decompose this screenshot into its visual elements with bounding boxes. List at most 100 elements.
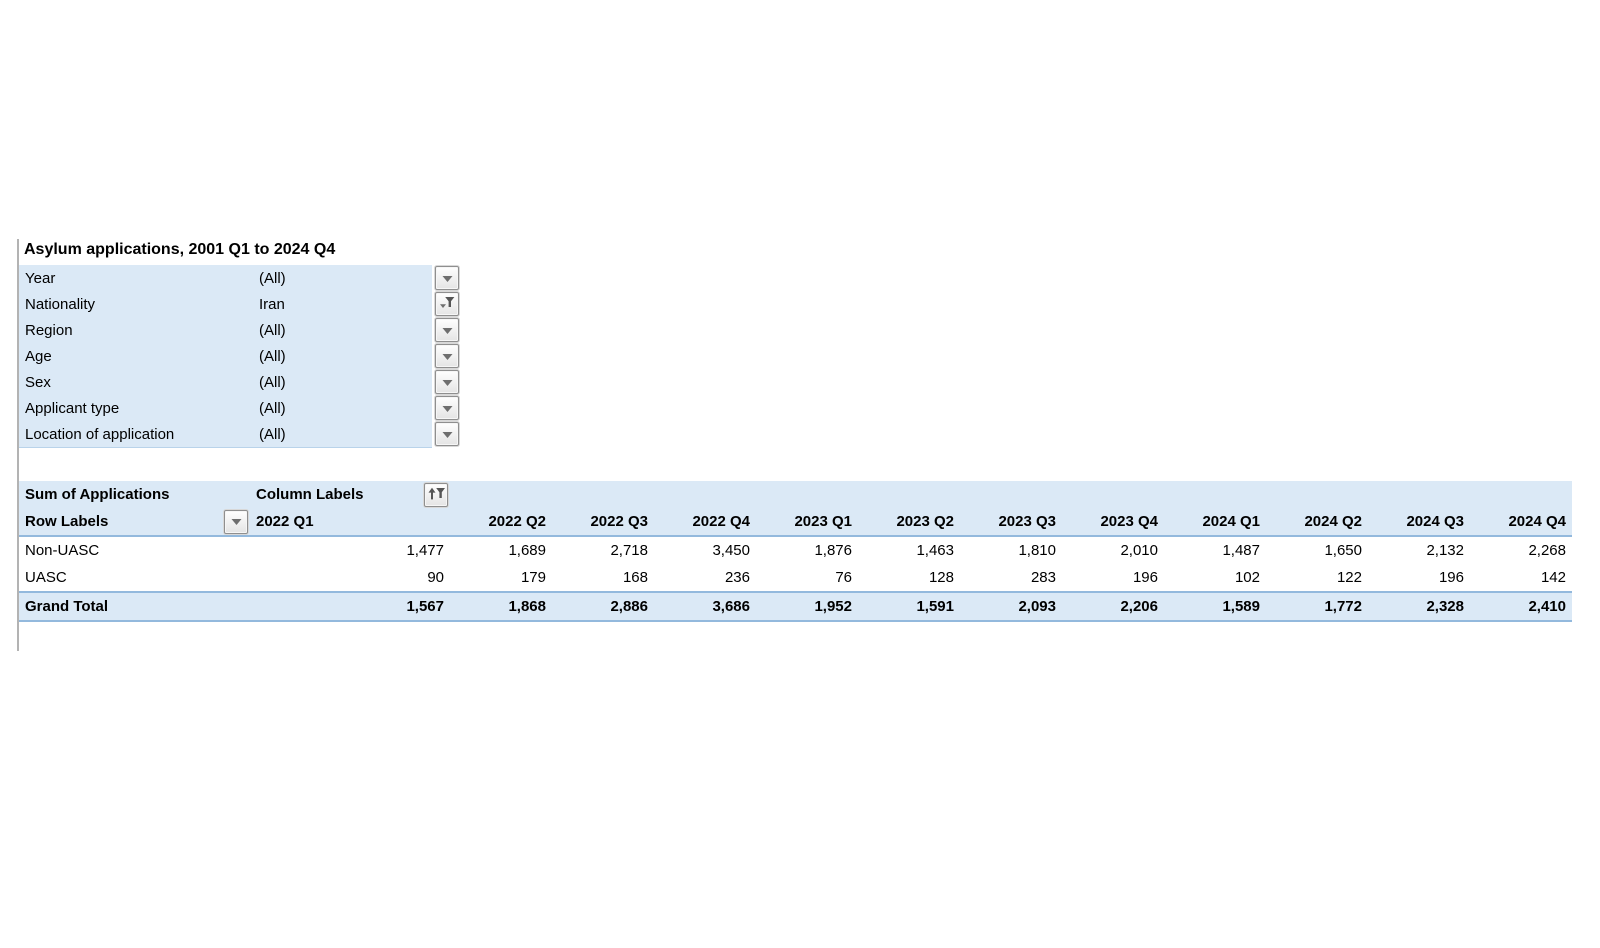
filter-value-nationality: Iran: [259, 295, 285, 313]
cell-value: 128: [858, 564, 960, 593]
filter-dropdown-applicant-type[interactable]: [435, 396, 459, 420]
filter-value-year: (All): [259, 269, 286, 287]
filter-label-location-of-application: Location of application: [25, 425, 175, 443]
cell-value: 1,868: [450, 592, 552, 622]
filter-dropdown-region[interactable]: [435, 318, 459, 342]
row-label: Non-UASC: [25, 542, 100, 559]
filter-row-nationality: Nationality Iran: [19, 291, 479, 317]
filter-label-nationality: Nationality: [25, 295, 96, 313]
filter-value-applicant-type: (All): [259, 399, 286, 417]
filter-label-sex: Sex: [25, 373, 51, 391]
column-header: 2023 Q2: [858, 508, 960, 537]
cell-value: 1,477: [406, 542, 444, 559]
filter-dropdown-sex[interactable]: [435, 370, 459, 394]
chevron-down-icon: [442, 323, 453, 338]
cell-value: 1,567: [250, 592, 450, 622]
filter-dropdown-location-of-application[interactable]: [435, 422, 459, 446]
pivot-filters: Year (All) Nationality Iran: [19, 265, 479, 448]
filter-row-year: Year (All): [19, 265, 479, 291]
filter-row-sex: Sex (All): [19, 369, 479, 395]
value-field-caption: Sum of Applications: [19, 481, 250, 508]
column-labels-caption: Column Labels: [256, 486, 364, 503]
column-header: 2022 Q1: [250, 508, 450, 537]
pane-divider-line: [17, 239, 19, 651]
column-header: 2024 Q4: [1470, 508, 1572, 537]
column-header: 2024 Q1: [1164, 508, 1266, 537]
page-title: Asylum applications, 2001 Q1 to 2024 Q4: [24, 241, 336, 258]
filter-value-age: (All): [259, 347, 286, 365]
cell-value: 2,886: [552, 592, 654, 622]
filter-value-sex: (All): [259, 373, 286, 391]
cell-value: 122: [1266, 564, 1368, 593]
cell-value: 1,463: [916, 542, 954, 559]
column-header: 2023 Q1: [756, 508, 858, 537]
sort-filter-icon: [428, 487, 445, 503]
filter-dropdown-age[interactable]: [435, 344, 459, 368]
column-header: 2024 Q2: [1266, 508, 1368, 537]
pivot-header-row-1: Sum of Applications Column Labels: [19, 481, 1572, 508]
cell-value: 90: [250, 564, 450, 593]
filter-value-location-of-application: (All): [259, 425, 286, 443]
filter-row-location-of-application: Location of application (All): [19, 421, 479, 447]
filter-dropdown-year[interactable]: [435, 266, 459, 290]
filter-label-region: Region: [25, 321, 73, 339]
cell-value: 236: [654, 564, 756, 593]
column-header: 2022 Q2: [450, 508, 552, 537]
cell-value: 1,810: [1018, 542, 1056, 559]
chevron-down-icon: [231, 514, 242, 529]
cell-value: 102: [1164, 564, 1266, 593]
cell-value: 196: [1062, 564, 1164, 593]
grand-total-label: Grand Total: [19, 592, 250, 622]
cell-value: 2,206: [1062, 592, 1164, 622]
cell-value: 1,487: [1222, 542, 1260, 559]
cell-value: 2,268: [1528, 542, 1566, 559]
column-header: 2023 Q3: [960, 508, 1062, 537]
cell-value: 1,876: [814, 542, 852, 559]
filter-dropdown-nationality[interactable]: [435, 292, 459, 316]
cell-value: 2,410: [1470, 592, 1572, 622]
cell-value: 2,132: [1426, 542, 1464, 559]
row-labels-dropdown-button[interactable]: [224, 509, 248, 534]
column-header: 2023 Q4: [1062, 508, 1164, 537]
cell-value: 196: [1368, 564, 1470, 593]
cell-value: 283: [960, 564, 1062, 593]
cell-value: 76: [756, 564, 858, 593]
pivot-table: Sum of Applications Column Labels: [19, 481, 1572, 622]
cell-value: 1,772: [1266, 592, 1368, 622]
table-row-uasc: UASC 90 179 168 236 76 128 283 196 102 1…: [19, 564, 1572, 593]
column-header: 2022 Q4: [654, 508, 756, 537]
cell-value: 1,591: [858, 592, 960, 622]
row-labels-caption: Row Labels: [25, 513, 109, 530]
chevron-down-icon: [442, 271, 453, 286]
filter-label-applicant-type: Applicant type: [25, 399, 120, 417]
row-label: UASC: [19, 564, 250, 593]
cell-value: 1,689: [508, 542, 546, 559]
funnel-filtered-icon: [439, 296, 455, 312]
filter-label-age: Age: [25, 347, 52, 365]
cell-value: 3,686: [654, 592, 756, 622]
chevron-down-icon: [442, 427, 453, 442]
filter-block-bottom-border: [19, 447, 432, 448]
cell-value: 1,650: [1324, 542, 1362, 559]
chevron-down-icon: [442, 349, 453, 364]
table-row-non-uasc: Non-UASC 1,477 1,689 2,718 3,450 1,876 1…: [19, 536, 1572, 564]
filter-value-region: (All): [259, 321, 286, 339]
column-header: 2024 Q3: [1368, 508, 1470, 537]
cell-value: 2,093: [960, 592, 1062, 622]
cell-value: 2,328: [1368, 592, 1470, 622]
column-labels-sort-filter-button[interactable]: [424, 482, 448, 507]
cell-value: 2,718: [610, 542, 648, 559]
cell-value: 1,589: [1164, 592, 1266, 622]
chevron-down-icon: [442, 375, 453, 390]
filter-row-age: Age (All): [19, 343, 479, 369]
cell-value: 2,010: [1120, 542, 1158, 559]
table-row-grand-total: Grand Total 1,567 1,868 2,886 3,686 1,95…: [19, 592, 1572, 622]
pivot-header-row-2: Row Labels 2022 Q1 2022 Q2 2022 Q3 2022 …: [19, 508, 1572, 537]
filter-row-applicant-type: Applicant type (All): [19, 395, 479, 421]
cell-value: 142: [1470, 564, 1572, 593]
filter-row-region: Region (All): [19, 317, 479, 343]
cell-value: 168: [552, 564, 654, 593]
column-header: 2022 Q3: [552, 508, 654, 537]
chevron-down-icon: [442, 401, 453, 416]
